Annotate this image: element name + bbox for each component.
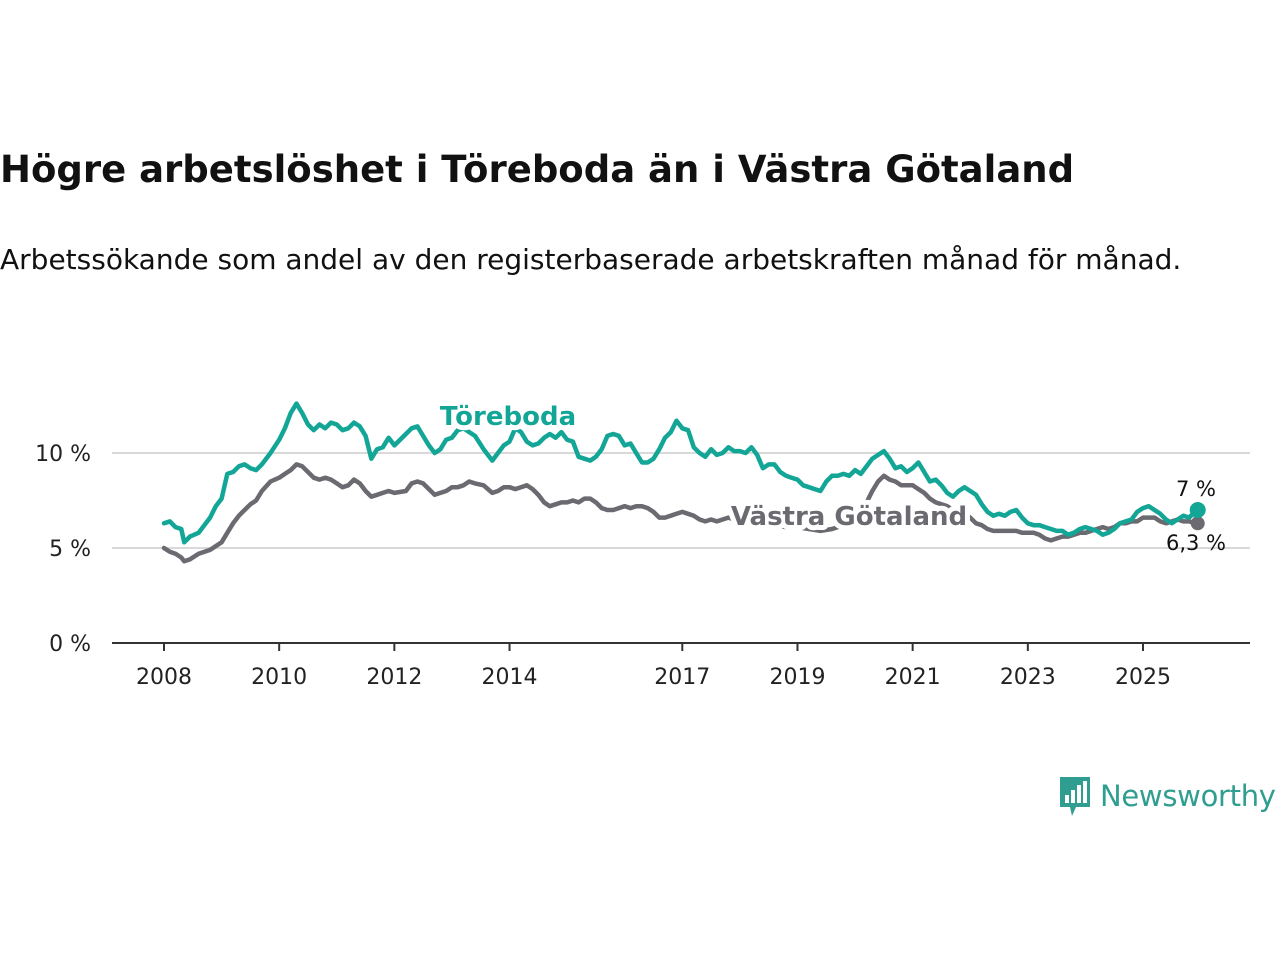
newsworthy-logo[interactable]: Newsworthy: [1058, 773, 1276, 819]
x-tick-label: 2008: [136, 665, 192, 690]
y-axis-ticks: 0 % 5 % 10 %: [35, 442, 91, 657]
toreboda-series-label: Töreboda: [440, 402, 576, 432]
x-tick-label: 2025: [1115, 665, 1171, 690]
x-tick-label: 2014: [482, 665, 538, 690]
toreboda-line: [161, 401, 1200, 545]
x-tick-label: 2023: [1000, 665, 1056, 690]
vastra-gotaland-series-label-halo: Västra Götaland: [731, 502, 967, 532]
series-lines: [161, 401, 1200, 564]
grid-lines: [112, 452, 1250, 549]
x-tick-label: 2017: [654, 665, 710, 690]
x-axis-ticks: 2008 2010 2012 2014 2017 2019 2021 2023 2025: [136, 643, 1171, 690]
newsworthy-logo-text: Newsworthy: [1100, 779, 1276, 813]
vastra-gotaland-series-label: Västra Götaland: [731, 502, 967, 532]
toreboda-end-label: 7 %: [1176, 477, 1216, 501]
end-markers: 7 % 6,3 %: [1166, 477, 1226, 555]
newsworthy-logo-icon: [1060, 777, 1090, 816]
x-tick-label: 2021: [885, 665, 941, 690]
y-tick-label: 5 %: [49, 537, 91, 562]
vastra-gotaland-end-label: 6,3 %: [1166, 531, 1226, 555]
chart-subtitle: Arbetssökande som andel av den registerb…: [0, 243, 1182, 276]
x-tick-label: 2010: [251, 665, 307, 690]
y-tick-label: 10 %: [35, 442, 91, 467]
toreboda-end-marker: [1189, 502, 1206, 518]
chart-title: Högre arbetslöshet i Töreboda än i Västr…: [0, 148, 1075, 191]
x-tick-label: 2012: [366, 665, 422, 690]
toreboda-series-label-halo: Töreboda: [440, 402, 576, 432]
vastra-gotaland-line: [161, 462, 1200, 564]
vastra-gotaland-end-marker: [1190, 516, 1205, 531]
y-tick-label: 0 %: [49, 632, 91, 657]
x-tick-label: 2019: [769, 665, 825, 690]
